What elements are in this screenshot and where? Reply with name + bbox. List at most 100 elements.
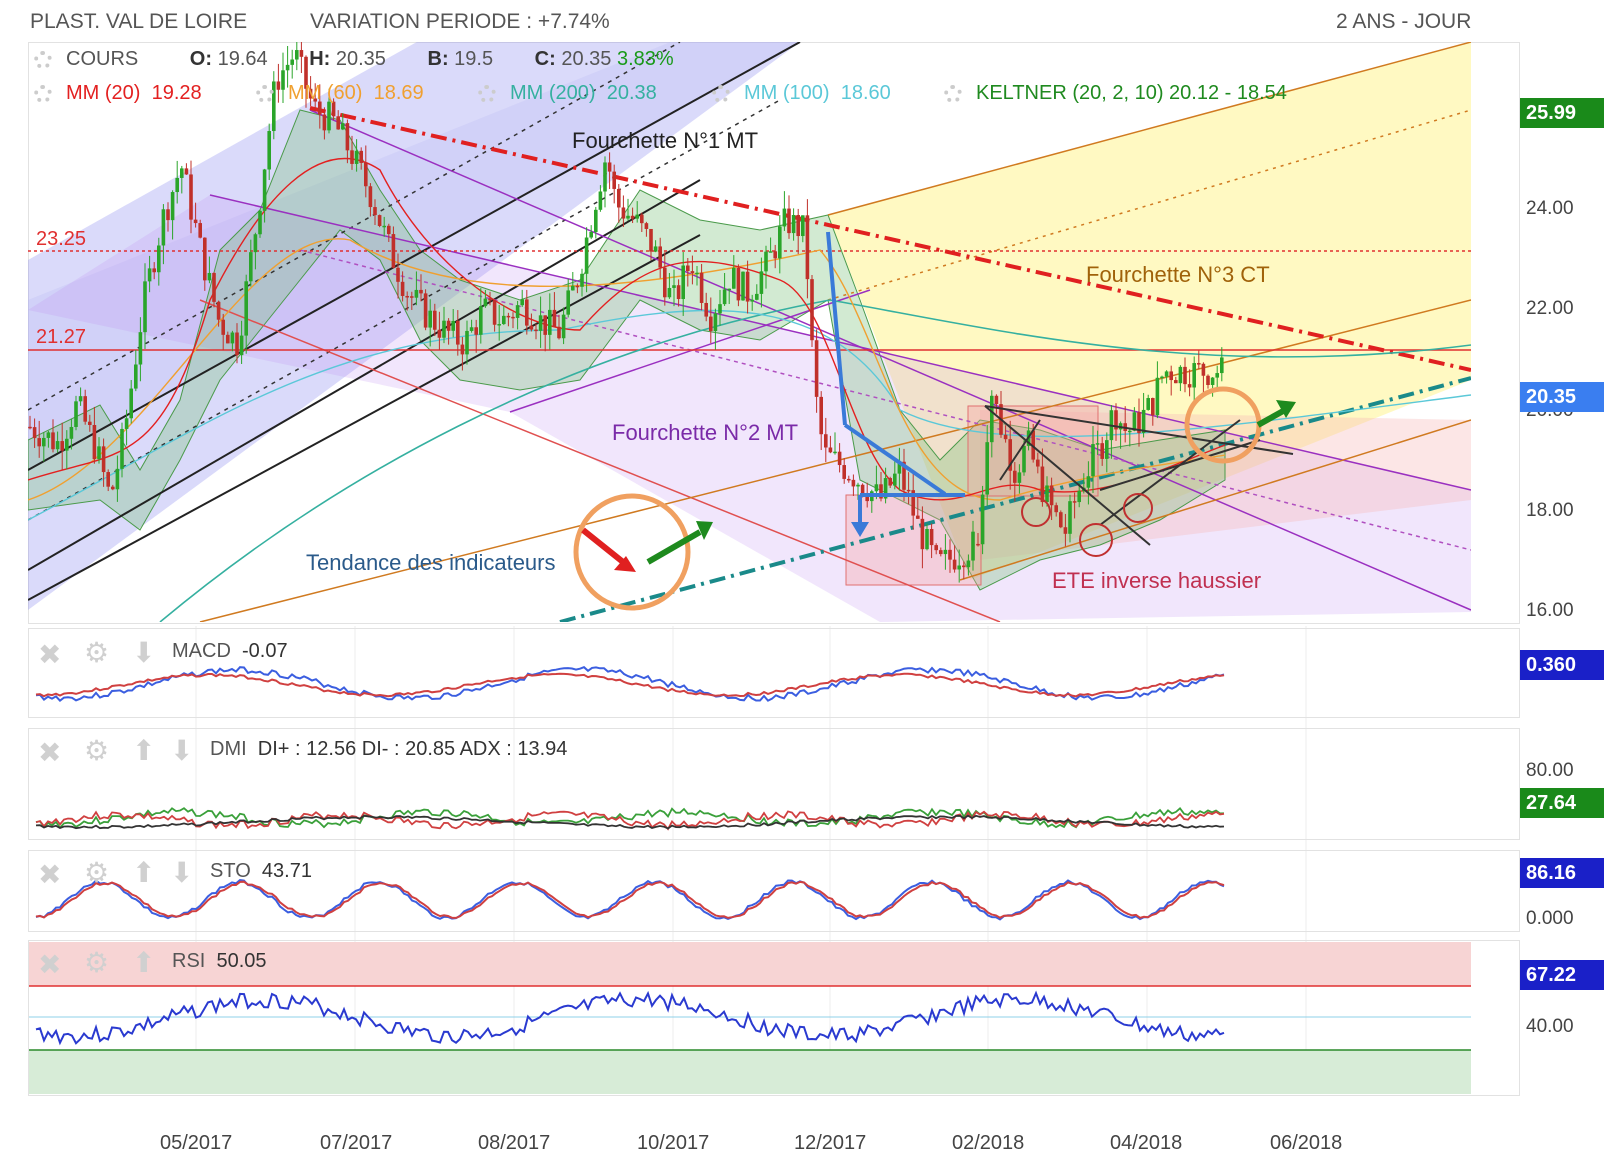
candle [971,531,975,561]
candle [860,484,865,495]
close-icon[interactable]: ✖ [38,639,62,670]
candle [681,265,685,300]
candle [166,209,170,221]
candle [101,446,106,473]
candle [1169,371,1173,381]
arrow-down-icon[interactable]: ⬇ [132,637,156,668]
gear-icon[interactable]: ⚙ [84,637,110,668]
candle [479,306,483,335]
candle [78,396,83,402]
candle [686,265,690,272]
candle [856,484,860,487]
candle [529,325,534,330]
arrow-down-icon[interactable]: ⬇ [170,735,194,766]
breakout-arrow [1256,407,1287,428]
candle [1086,476,1091,488]
candle [83,396,87,422]
candle [732,267,736,289]
candle [111,486,115,490]
sto-panel [28,850,1520,932]
candle [180,168,184,178]
sto-badge: 86.16 [1520,858,1604,888]
candle [1105,440,1109,459]
candle [865,494,869,502]
fourchette-2-label: Fourchette N°2 MT [612,420,799,445]
close-icon[interactable]: ✖ [38,949,62,980]
last-price-badge: 20.35 [1520,382,1604,412]
candle [1178,366,1183,384]
candle [796,215,800,237]
dmi-badge: 27.64 [1520,788,1604,818]
rsi-oversold-zone [28,1050,1471,1094]
candle [483,298,488,307]
candle [658,246,662,268]
arrow-up-icon[interactable]: ⬆ [132,735,156,766]
arrow-up-icon[interactable]: ⬆ [132,947,156,978]
gear-icon[interactable] [478,84,496,103]
legend-mm200: MM (200) 20.38 [478,82,657,105]
candle [727,288,731,291]
candle [663,267,667,298]
candle [212,272,216,302]
close-icon[interactable]: ✖ [38,859,62,890]
candle [345,123,350,151]
candle [336,116,340,130]
level-23-25-label: 23.25 [36,228,87,250]
instrument-title: PLAST. VAL DE LOIRE [30,10,248,33]
candle [308,88,313,99]
candle [382,225,386,228]
candle [433,310,437,330]
candle [575,285,580,288]
candle [134,364,138,389]
gear-icon[interactable] [712,84,730,103]
candle [437,329,442,338]
candle [1008,439,1012,471]
candle [1031,430,1035,460]
period-range[interactable]: 2 ANS - JOUR [1336,10,1472,33]
period-variation: VARIATION PERIODE : +7.74% [310,10,610,33]
gear-icon[interactable] [34,50,52,69]
candle [515,305,520,318]
candle [824,434,828,448]
candle [879,484,883,499]
candle [571,285,575,291]
candle [143,281,147,333]
gear-icon[interactable] [34,84,52,103]
candle [405,295,409,298]
candle [1045,485,1049,503]
indicator-circle [573,493,691,611]
candle [37,438,41,447]
candle [897,461,902,474]
gear-icon[interactable] [944,84,962,103]
candle [1063,527,1068,534]
gear-icon[interactable]: ⚙ [84,857,110,888]
candle [534,329,538,332]
close-icon[interactable]: ✖ [38,737,62,768]
candle [893,473,897,486]
candle [791,215,796,234]
gear-icon[interactable]: ⚙ [84,735,110,766]
candle [778,226,782,259]
candle [207,272,212,281]
sto-k-line [35,879,1225,921]
fourchette-1-label: Fourchette N°1 MT [572,128,759,153]
candle [773,251,777,259]
candle [1192,363,1196,388]
dmi-label: DMI DI+ : 12.56 DI- : 20.85 ADX : 13.94 [210,738,568,760]
candle [32,427,37,439]
candle [718,304,722,314]
legend-mm60: MM (60) 18.69 [256,82,424,105]
candle [617,188,621,208]
dmi-minus-line [35,810,1225,831]
arrow-up-icon[interactable]: ⬆ [132,857,156,888]
candle [157,245,161,273]
candle [589,231,593,238]
arrow-down-icon[interactable]: ⬇ [170,857,194,888]
candle [916,515,920,519]
date-tick: 07/2017 [320,1132,393,1154]
macd-panel [28,628,1520,718]
candle [1146,398,1150,410]
ete-pattern-lines [984,405,1294,546]
gear-icon[interactable] [256,84,274,103]
gear-icon[interactable]: ⚙ [84,947,110,978]
